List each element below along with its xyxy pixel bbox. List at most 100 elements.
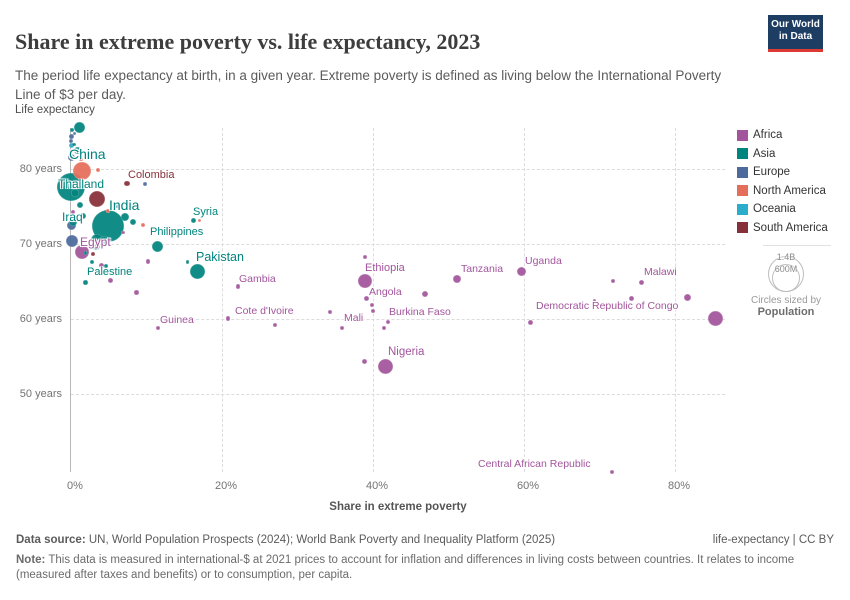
data-point-mali[interactable] (339, 325, 345, 331)
gridline (373, 128, 374, 472)
data-point-palestine[interactable] (83, 279, 88, 285)
country-label-ethiopia: Ethiopia (365, 262, 405, 274)
legend-label: North America (753, 184, 826, 197)
data-point-gambia[interactable] (235, 284, 241, 290)
data-point[interactable] (69, 139, 73, 144)
data-point[interactable] (134, 290, 139, 296)
data-point[interactable] (77, 202, 84, 208)
data-point-iraq[interactable] (69, 218, 78, 227)
data-point[interactable] (422, 291, 429, 298)
data-source-label: Data source: (16, 534, 86, 546)
x-tick-label: 80% (667, 480, 691, 492)
page-title: Share in extreme poverty vs. life expect… (15, 28, 481, 54)
gridline (675, 128, 676, 472)
legend-item-oceania[interactable]: Oceania (737, 200, 828, 219)
data-point[interactable] (145, 258, 151, 264)
data-point[interactable] (71, 209, 76, 214)
note-label: Note: (16, 554, 46, 566)
data-point-democratic-republic-of-congo[interactable] (708, 310, 724, 326)
data-point[interactable] (327, 310, 332, 315)
data-point[interactable] (80, 213, 87, 220)
data-point[interactable] (87, 182, 92, 187)
data-point[interactable] (121, 213, 130, 221)
data-point[interactable] (65, 235, 78, 247)
data-point-thailand[interactable] (70, 189, 79, 197)
country-label-india: India (109, 197, 140, 213)
data-point-tanzania[interactable] (452, 275, 461, 284)
data-point-central-african-republic[interactable] (610, 470, 615, 474)
data-point[interactable] (96, 167, 101, 172)
data-point[interactable] (69, 128, 74, 132)
data-point[interactable] (91, 242, 100, 251)
country-label-philippines: Philippines (150, 226, 204, 238)
data-point-angola[interactable] (363, 296, 369, 302)
legend-item-africa[interactable]: Africa (737, 126, 828, 145)
data-point-nigeria[interactable] (378, 358, 394, 374)
data-point[interactable] (67, 154, 75, 162)
data-point-cote-d-ivoire[interactable] (225, 315, 231, 321)
data-point[interactable] (197, 218, 201, 222)
data-point[interactable] (68, 143, 74, 149)
data-point[interactable] (72, 142, 76, 146)
logo-line1: Our World (771, 19, 820, 30)
data-point[interactable] (683, 293, 691, 301)
data-point[interactable] (73, 146, 81, 154)
data-point[interactable] (140, 223, 145, 228)
data-point[interactable] (121, 231, 125, 235)
gridline (71, 244, 725, 245)
data-point[interactable] (99, 263, 105, 269)
data-point-ethiopia[interactable] (357, 273, 372, 288)
data-point[interactable] (370, 302, 375, 307)
country-label-iraq: Iraq (62, 210, 83, 224)
legend-item-north-america[interactable]: North America (737, 182, 828, 201)
data-point-syria[interactable] (190, 218, 196, 224)
data-point-egypt[interactable] (75, 245, 90, 260)
data-point[interactable] (527, 320, 533, 326)
country-label-tanzania: Tanzania (461, 263, 504, 275)
data-point[interactable] (129, 219, 136, 226)
continent-legend: Africa Asia Europe North America Oceania Sout… (737, 126, 828, 237)
legend-swatch (737, 222, 748, 234)
footer-note: Note: This data is measured in internati… (16, 553, 806, 583)
data-point[interactable] (113, 202, 119, 208)
data-point[interactable] (83, 251, 88, 255)
gridline (71, 169, 725, 170)
data-point[interactable] (107, 278, 113, 284)
data-point-burkina-faso[interactable] (385, 319, 391, 325)
data-point[interactable] (185, 260, 189, 264)
data-point[interactable] (90, 260, 95, 264)
data-point[interactable] (99, 236, 110, 246)
size-legend-small-circle (772, 264, 800, 292)
data-point[interactable] (593, 298, 597, 302)
data-point-philippines[interactable] (151, 240, 163, 252)
legend-item-south-america[interactable]: South America (737, 219, 828, 238)
data-point-malawi[interactable] (639, 279, 645, 285)
data-point[interactable] (142, 182, 147, 186)
data-point-pakistan[interactable] (189, 263, 205, 279)
data-point[interactable] (629, 296, 635, 302)
legend-item-europe[interactable]: Europe (737, 163, 828, 182)
data-point[interactable] (79, 157, 83, 161)
data-point[interactable] (103, 263, 108, 268)
data-point[interactable] (73, 162, 92, 181)
data-point[interactable] (90, 251, 95, 256)
data-point[interactable] (68, 133, 74, 139)
data-point[interactable] (106, 209, 110, 213)
data-point[interactable] (371, 308, 375, 313)
data-point-colombia[interactable] (124, 180, 130, 186)
data-point[interactable] (88, 191, 105, 207)
data-point-uganda[interactable] (517, 266, 527, 276)
data-point[interactable] (272, 322, 278, 328)
data-point[interactable] (69, 150, 73, 154)
data-point[interactable] (73, 122, 85, 134)
data-point[interactable] (73, 132, 77, 136)
data-point[interactable] (611, 278, 616, 283)
legend-item-asia[interactable]: Asia (737, 145, 828, 164)
data-point[interactable] (362, 358, 368, 364)
country-label-democratic-republic-of-congo: Democratic Republic of Congo (536, 300, 679, 312)
data-point[interactable] (362, 254, 367, 259)
data-point-guinea[interactable] (155, 326, 160, 330)
data-point[interactable] (382, 326, 387, 330)
x-tick-label: 0% (67, 480, 83, 492)
